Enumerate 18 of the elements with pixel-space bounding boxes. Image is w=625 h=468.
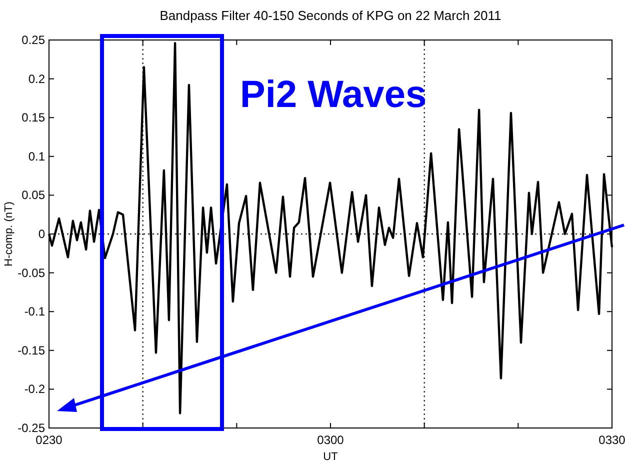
- annotation: Pi2 Waves: [240, 74, 427, 116]
- y-tick-label: -0.15: [18, 343, 46, 358]
- y-tick-label: 0.25: [22, 33, 46, 47]
- x-axis-title: UT: [323, 451, 338, 463]
- y-tick-label: 0.05: [22, 188, 46, 202]
- x-tick-label: 0300: [317, 433, 344, 447]
- y-tick-label: 0.2: [28, 72, 46, 86]
- y-tick-label: 0.15: [22, 110, 46, 125]
- y-tick-label: -0.25: [18, 421, 46, 435]
- x-tick-label: 0230: [36, 433, 63, 447]
- y-axis-title: H-comp. (nT): [3, 202, 15, 266]
- y-tick-label: -0.05: [18, 266, 46, 280]
- y-tick-label: -0.1: [24, 304, 46, 319]
- y-tick-label: 0.1: [28, 149, 46, 164]
- x-tick-label: 0330: [598, 433, 625, 447]
- chart-title: Bandpass Filter 40-150 Seconds of KPG on 22 March 2011: [160, 8, 502, 23]
- y-tick-label: -0.2: [24, 382, 46, 396]
- y-tick-label: 0: [38, 227, 46, 241]
